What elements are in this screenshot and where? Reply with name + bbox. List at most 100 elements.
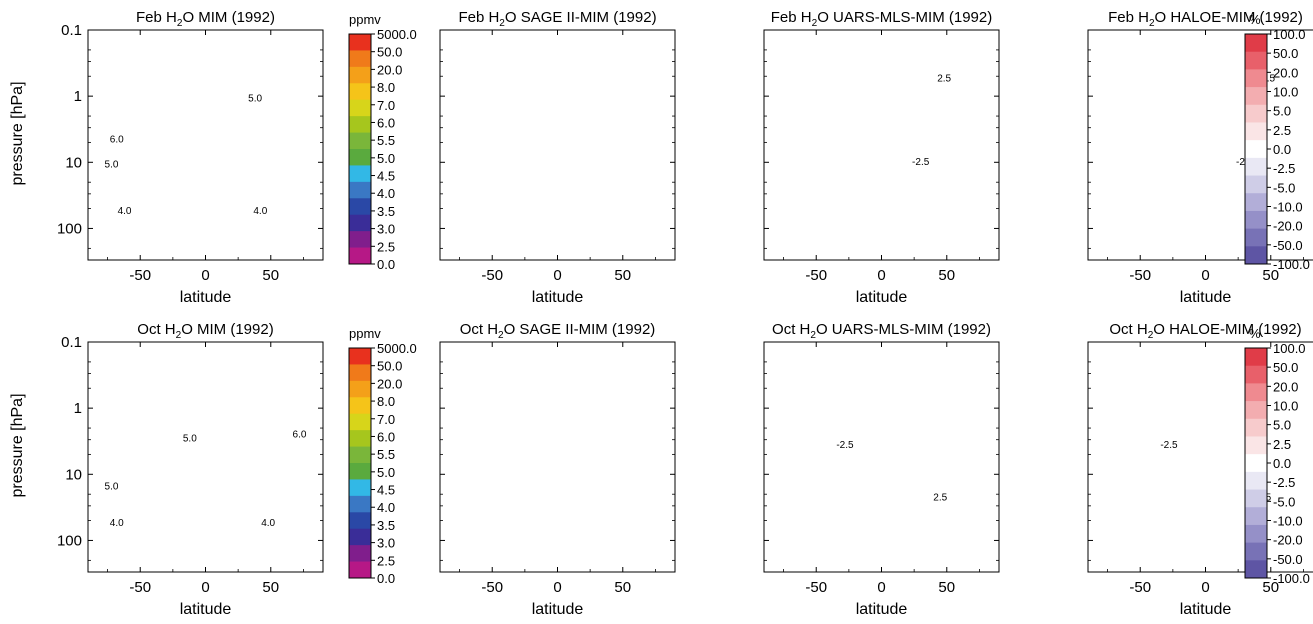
- colorbar-swatch: [1245, 418, 1267, 437]
- panel-title-prefix: Feb H: [458, 9, 499, 26]
- plot-area: [440, 342, 675, 572]
- plot-area: [764, 30, 999, 260]
- colorbar-swatch: [349, 149, 371, 166]
- colorbar-level-label: 5.0: [377, 465, 395, 480]
- x-tick-label: 0: [877, 579, 885, 596]
- panel-oct-3: -50 0 50 Oct H2O HALOE-MIM (1992) latitude -2…: [1087, 321, 1313, 618]
- colorbar-swatch: [1245, 140, 1267, 159]
- colorbar-swatch: [1245, 34, 1267, 53]
- data-cells: [172, 520, 232, 541]
- colorbar-swatch: [1245, 210, 1267, 230]
- colorbar-level-label: 50.0: [377, 359, 402, 374]
- x-axis-label: latitude: [180, 289, 232, 306]
- y-tick-label: 10: [65, 466, 82, 483]
- colorbar-swatch: [349, 348, 371, 365]
- x-axis-label: latitude: [180, 601, 232, 618]
- x-tick-label: -50: [805, 579, 827, 596]
- colorbar-swatch: [1245, 401, 1267, 420]
- x-axis-label: latitude: [532, 289, 584, 306]
- data-cells: [172, 208, 232, 229]
- colorbar-swatch: [1245, 51, 1267, 70]
- contour-label: 5.0: [248, 93, 262, 104]
- panel-title-subscript: 2: [810, 330, 816, 341]
- colorbar-swatch: [1245, 489, 1267, 508]
- panel-title: Oct H2O HALOE-MIM (1992): [1109, 321, 1301, 341]
- panel-title-subscript: 2: [177, 18, 183, 29]
- x-tick-label: -50: [805, 267, 827, 284]
- panel-title: Feb H2O HALOE-MIM (1992): [1108, 9, 1303, 29]
- x-tick-label: 50: [1262, 267, 1279, 284]
- panel-title-prefix: Oct H: [1109, 321, 1147, 338]
- colorbar-swatch: [1245, 157, 1267, 176]
- colorbar-level-label: -50.0: [1273, 238, 1303, 253]
- panel-title-subscript: 2: [498, 330, 504, 341]
- x-tick-label: -50: [129, 267, 151, 284]
- panel-title: Feb H2O SAGE II-MIM (1992): [458, 9, 656, 29]
- x-axis-label: latitude: [1180, 289, 1232, 306]
- colorbar-level-label: -5.0: [1273, 494, 1295, 509]
- colorbar-frame: [348, 33, 372, 265]
- colorbar-level-label: -2.5: [1273, 161, 1295, 176]
- colorbar-level-label: 4.0: [377, 500, 395, 515]
- colorbar-swatch: [349, 116, 371, 133]
- colorbar-swatch: [349, 446, 371, 464]
- colorbar-level-label: 20.0: [1273, 65, 1298, 80]
- colorbar-level-label: -20.0: [1273, 533, 1303, 548]
- colorbar-swatch: [1245, 471, 1267, 490]
- contour-label: 2.5: [933, 493, 947, 504]
- colorbar-level-label: 8.0: [377, 394, 395, 409]
- colorbar-swatch: [349, 495, 371, 513]
- colorbar-level-label: -20.0: [1273, 219, 1303, 234]
- colorbar-level-label: 10.0: [1273, 399, 1298, 414]
- colorbar-level-label: 100.0: [1273, 27, 1306, 42]
- x-axis-label: latitude: [1180, 601, 1232, 618]
- colorbar-level-label: 100.0: [1273, 341, 1306, 356]
- colorbar-swatch: [1245, 246, 1267, 265]
- colorbar-unit: ppmv: [349, 326, 381, 341]
- colorbar-ppmv-oct: 5000.0 50.0 20.0 8.0 7.0 6.0 5.5 5.0 4.5 4.0 3.5 3.…: [348, 326, 417, 586]
- panel-feb-1: -50 0 50 Feb H2O SAGE II-MIM (1992) latitude: [439, 9, 676, 306]
- contour-label: 5.0: [105, 482, 119, 493]
- panel-title-subscript: 2: [176, 330, 182, 341]
- colorbar-level-label: 20.0: [377, 62, 402, 77]
- colorbar-swatch: [349, 50, 371, 68]
- colorbar-swatch: [1245, 104, 1267, 123]
- colorbar-swatch: [349, 430, 371, 447]
- contour-label: 6.0: [293, 430, 307, 441]
- y-tick-label: 0.1: [61, 334, 82, 351]
- x-tick-label: 0: [1201, 267, 1209, 284]
- colorbar-swatch: [349, 247, 371, 265]
- x-tick-label: 0: [553, 579, 561, 596]
- panel-feb-2: -50 0 50 Feb H2O UARS-MLS-MIM (1992) latitud…: [763, 9, 1000, 306]
- x-tick-label: -50: [481, 267, 503, 284]
- colorbar-percent-oct: 100.0 50.0 20.0 10.0 5.0 2.5 0.0 -2.5 -5.0 -10.0 -…: [1244, 326, 1310, 586]
- colorbar-swatch: [1245, 193, 1267, 212]
- colorbar-level-label: 2.5: [1273, 437, 1291, 452]
- contour-label: 4.0: [261, 518, 275, 529]
- colorbar-swatch: [349, 561, 371, 579]
- colorbar-level-label: 7.0: [377, 98, 395, 113]
- colorbar-level-label: 5.0: [377, 151, 395, 166]
- colorbar-level-label: 8.0: [377, 80, 395, 95]
- colorbar-level-label: 3.5: [377, 518, 395, 533]
- plot-area: [764, 342, 999, 572]
- colorbar-level-label: 4.5: [377, 169, 395, 184]
- colorbar-level-label: 0.0: [377, 257, 395, 272]
- colorbar-level-label: -100.0: [1273, 571, 1310, 586]
- colorbar-level-label: 5.5: [377, 133, 395, 148]
- panel-title-prefix: Feb H: [771, 9, 812, 26]
- panel-title-subscript: 2: [1149, 18, 1155, 29]
- colorbar-swatch: [349, 214, 371, 232]
- panel-title-suffix: O UARS-MLS-MIM (1992): [816, 321, 991, 338]
- panel-title: Oct H2O SAGE II-MIM (1992): [460, 321, 656, 341]
- colorbar-swatch: [349, 380, 371, 398]
- colorbar-level-label: 0.0: [377, 571, 395, 586]
- colorbar-swatch: [1245, 383, 1267, 402]
- colorbar-swatch: [349, 99, 371, 117]
- colorbar-level-label: 0.0: [1273, 142, 1291, 157]
- panel-title-suffix: O UARS-MLS-MIM (1992): [817, 9, 992, 26]
- contour-label: 5.0: [183, 434, 197, 445]
- missing-data-region: [172, 208, 232, 229]
